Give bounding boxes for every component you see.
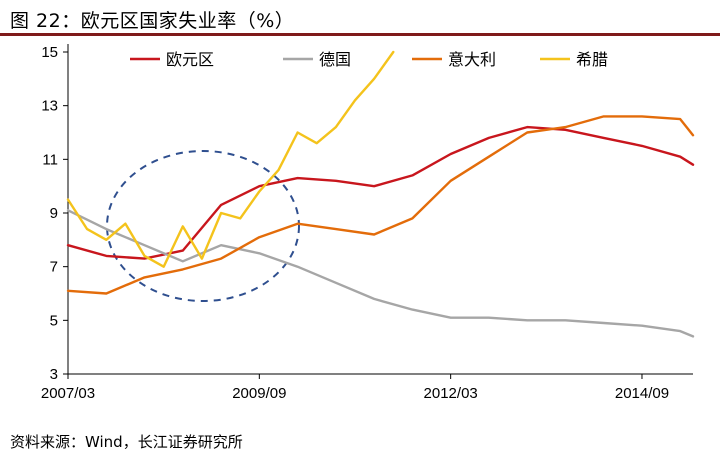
x-tick-label: 2009/09: [232, 385, 286, 402]
axes: 3 5 7 9 11 13 15 2007/03 2009/09 2012/03 2014/09: [41, 44, 693, 402]
legend-label: 欧元区: [166, 50, 214, 69]
x-tick-label: 2007/03: [41, 385, 95, 402]
y-tick-label: 7: [50, 259, 58, 276]
series-line-2: [66, 209, 695, 338]
title-divider: [0, 33, 720, 36]
highlight-ellipse: [106, 150, 300, 302]
y-tick-label: 9: [50, 205, 58, 222]
series-lines: [66, 50, 695, 338]
series-line-3: [66, 115, 695, 295]
series-line-1: [66, 125, 695, 260]
legend-label: 希腊: [576, 50, 608, 69]
legend-label: 意大利: [448, 50, 496, 69]
series-line-4: [66, 50, 395, 268]
chart-title: 图 22：欧元区国家失业率（%）: [10, 10, 295, 32]
y-tick-label: 5: [50, 312, 58, 329]
x-tick-label: 2012/03: [424, 385, 478, 402]
y-tick-label: 3: [50, 366, 58, 383]
annotation: [106, 150, 300, 302]
x-tick-label: 2014/09: [615, 385, 669, 402]
legend-label: 德国: [319, 50, 351, 69]
y-tick-label: 11: [42, 151, 58, 168]
legend: 欧元区 德国 意大利 希腊: [130, 50, 608, 69]
source-note: 资料来源：Wind，长江证券研究所: [10, 433, 243, 451]
y-tick-label: 15: [41, 44, 58, 61]
y-tick-label: 13: [41, 98, 58, 115]
